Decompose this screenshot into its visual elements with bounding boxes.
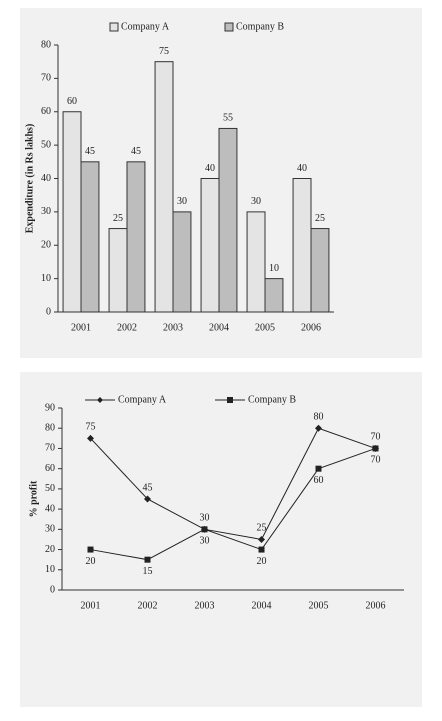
x-tick-label: 2001 [71,322,91,333]
x-tick-label: 2004 [209,322,229,333]
x-tick-label: 2003 [195,600,215,611]
x-tick-label: 2004 [252,600,272,611]
data-label: 75 [86,422,96,433]
data-label: 20 [257,556,267,567]
data-label: 55 [223,113,233,124]
y-tick-label: 40 [41,173,51,184]
legend-label: Company B [236,21,284,32]
data-label: 75 [159,46,169,57]
y-tick-label: 0 [50,584,55,595]
y-tick-label: 0 [46,306,51,317]
x-tick-label: 2006 [301,322,321,333]
data-label: 10 [269,263,279,274]
x-tick-label: 2005 [255,322,275,333]
marker [87,434,94,442]
data-label: 45 [143,482,153,493]
marker [144,556,151,563]
bar [310,228,330,313]
legend-marker [227,397,233,403]
y-tick-label: 40 [45,503,55,514]
marker [144,495,151,503]
data-label: 25 [315,213,325,224]
bar [292,178,312,313]
y-tick-label: 80 [41,39,51,50]
y-tick-label: 50 [41,139,51,150]
marker [258,546,265,553]
data-label: 80 [314,412,324,423]
bar [126,161,146,313]
data-label: 20 [86,556,96,567]
y-tick-label: 90 [45,402,55,413]
panel [20,372,422,707]
line [90,427,376,541]
x-tick-label: 2002 [117,322,137,333]
data-label: 30 [200,536,210,547]
legend-swatch [109,22,119,32]
bar [246,211,266,313]
marker [258,535,265,543]
x-tick-label: 2002 [138,600,158,611]
y-tick-label: 50 [45,483,55,494]
marker [87,546,94,553]
marker [315,424,322,432]
bar [80,161,100,313]
bar [172,211,192,313]
data-label: 30 [251,196,261,207]
legend-label: Company A [121,21,170,32]
y-tick-label: 60 [45,463,55,474]
data-label: 40 [205,163,215,174]
legend-marker [97,397,103,403]
data-label: 30 [177,196,187,207]
data-label: 15 [143,566,153,577]
data-label: 45 [85,146,95,157]
data-label: 45 [131,146,141,157]
y-tick-label: 10 [41,273,51,284]
legend-swatch [224,22,234,32]
y-tick-label: 10 [45,564,55,575]
bar [218,127,238,313]
x-tick-label: 2006 [366,600,386,611]
bar [62,111,82,313]
y-tick-label: 70 [45,443,55,454]
data-label: 70 [371,432,381,443]
x-tick-label: 2003 [163,322,183,333]
data-label: 25 [257,523,267,534]
bar [264,278,284,313]
marker [372,445,379,452]
legend-label: Company A [118,394,167,405]
data-label: 25 [113,213,123,224]
y-tick-label: 80 [45,423,55,434]
y-tick-label: 20 [45,544,55,555]
y-tick-label: 30 [41,206,51,217]
data-label: 60 [314,475,324,486]
data-label: 30 [200,513,210,524]
y-tick-label: 30 [45,524,55,535]
bar [154,61,174,313]
x-tick-label: 2001 [81,600,101,611]
x-tick-label: 2005 [309,600,329,611]
legend-label: Company B [248,394,296,405]
bar [200,178,220,313]
data-label: 70 [371,455,381,466]
y-tick-label: 70 [41,73,51,84]
marker [315,465,322,472]
bar [108,228,128,313]
data-label: 40 [297,163,307,174]
y-axis-label: Expenditure (in Rs lakhs) [24,124,35,234]
data-label: 60 [67,96,77,107]
y-tick-label: 60 [41,106,51,117]
marker [201,526,208,533]
y-tick-label: 20 [41,240,51,251]
y-axis-label: % profit [28,480,39,517]
line [90,447,376,561]
